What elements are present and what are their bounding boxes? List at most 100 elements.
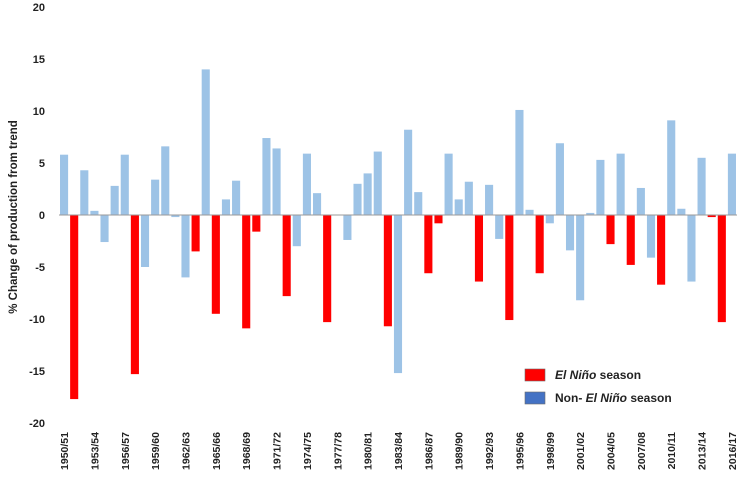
y-tick-label: -20 bbox=[29, 418, 45, 430]
bar-non-el-nino bbox=[201, 69, 210, 216]
bar-non-el-nino bbox=[151, 179, 160, 215]
bar-non-el-nino bbox=[576, 215, 585, 301]
bar-non-el-nino bbox=[353, 183, 362, 215]
bar-non-el-nino bbox=[495, 215, 504, 239]
bar-non-el-nino bbox=[120, 154, 129, 215]
bar-non-el-nino bbox=[414, 192, 423, 215]
x-tick-label: 1992/93 bbox=[484, 432, 496, 470]
x-tick-label: 2013/14 bbox=[697, 432, 709, 470]
bar-el-nino bbox=[282, 215, 291, 297]
bar-non-el-nino bbox=[485, 184, 494, 215]
bar-non-el-nino bbox=[221, 199, 231, 215]
bar-el-nino bbox=[606, 215, 615, 245]
bar-non-el-nino bbox=[363, 173, 372, 215]
legend-label-non-el-nino: Non- El Niño season bbox=[555, 391, 672, 405]
bar-non-el-nino bbox=[90, 210, 99, 215]
bar-non-el-nino bbox=[687, 215, 696, 282]
bar-el-nino bbox=[474, 215, 484, 282]
bar-non-el-nino bbox=[565, 215, 575, 251]
x-tick-label: 1974/75 bbox=[302, 432, 314, 470]
bar-el-nino bbox=[505, 215, 514, 321]
bar-non-el-nino bbox=[100, 215, 109, 243]
bar-el-nino bbox=[424, 215, 433, 274]
bar-el-nino bbox=[191, 215, 200, 252]
bar-non-el-nino bbox=[232, 180, 241, 215]
x-tick-label: 2001/02 bbox=[575, 432, 587, 470]
bar-non-el-nino bbox=[292, 215, 301, 247]
bar-non-el-nino bbox=[677, 208, 686, 215]
x-axis-ticks: 1950/51 1953/54 1956/57 1959/60 1962/63 1965/… bbox=[59, 432, 739, 470]
legend-label-el-nino: El Niño season bbox=[555, 368, 641, 382]
x-tick-label: 1980/81 bbox=[363, 432, 375, 470]
bar-el-nino bbox=[252, 215, 261, 232]
x-tick-label: 1953/54 bbox=[89, 432, 101, 470]
x-tick-label: 1968/69 bbox=[241, 432, 253, 470]
y-tick-label: 0 bbox=[39, 210, 45, 222]
x-tick-label: 1983/84 bbox=[393, 432, 405, 470]
x-tick-label: 1962/63 bbox=[181, 432, 193, 470]
bar-non-el-nino bbox=[555, 143, 564, 215]
bar-non-el-nino bbox=[161, 146, 170, 215]
y-tick-label: -10 bbox=[29, 314, 45, 326]
x-tick-label: 1950/51 bbox=[59, 432, 71, 470]
y-tick-label: 10 bbox=[33, 106, 45, 118]
bar-non-el-nino bbox=[586, 212, 595, 215]
bar-non-el-nino bbox=[393, 215, 403, 374]
bar-non-el-nino bbox=[302, 153, 311, 215]
legend-swatch-non-el-nino bbox=[524, 391, 546, 405]
x-tick-label: 1986/87 bbox=[423, 432, 435, 470]
bar-non-el-nino bbox=[667, 120, 676, 215]
x-tick-label: 1956/57 bbox=[120, 432, 132, 470]
y-tick-label: 15 bbox=[33, 54, 45, 66]
bar-non-el-nino bbox=[140, 215, 150, 267]
bar-non-el-nino bbox=[727, 153, 736, 215]
bar-non-el-nino bbox=[515, 109, 524, 215]
bar-non-el-nino bbox=[313, 193, 322, 215]
x-tick-label: 2016/17 bbox=[727, 432, 739, 470]
bar-non-el-nino bbox=[444, 153, 453, 215]
y-tick-label: -15 bbox=[29, 366, 45, 378]
x-tick-label: 1971/72 bbox=[272, 432, 284, 470]
bar-el-nino bbox=[707, 215, 716, 218]
x-tick-label: 1998/99 bbox=[545, 432, 557, 470]
x-tick-label: 1977/78 bbox=[332, 432, 344, 470]
bar-el-nino bbox=[717, 215, 726, 323]
bar-non-el-nino bbox=[616, 153, 625, 215]
bar-non-el-nino bbox=[525, 209, 534, 215]
bar-non-el-nino bbox=[454, 199, 463, 215]
bar-non-el-nino bbox=[80, 170, 89, 215]
bar-el-nino bbox=[70, 215, 79, 400]
bar-el-nino bbox=[434, 215, 443, 224]
bar-non-el-nino bbox=[464, 181, 473, 215]
y-tick-label: -5 bbox=[35, 262, 45, 274]
bars bbox=[60, 69, 736, 400]
x-tick-label: 1965/66 bbox=[211, 432, 223, 470]
bar-non-el-nino bbox=[646, 215, 656, 258]
bar-non-el-nino bbox=[545, 215, 554, 224]
y-axis-label: % Change of production from trend bbox=[8, 120, 20, 314]
bar-non-el-nino bbox=[171, 215, 180, 218]
bar-el-nino bbox=[323, 215, 332, 323]
bar-el-nino bbox=[535, 215, 544, 274]
bar-non-el-nino bbox=[272, 148, 281, 215]
bar-non-el-nino bbox=[596, 159, 605, 215]
bar-el-nino bbox=[626, 215, 635, 265]
bar-el-nino bbox=[242, 215, 251, 329]
bar-el-nino bbox=[657, 215, 666, 285]
bar-non-el-nino bbox=[404, 129, 413, 215]
x-tick-label: 2010/11 bbox=[666, 432, 678, 470]
bar-non-el-nino bbox=[262, 138, 271, 215]
bar-non-el-nino bbox=[343, 215, 352, 240]
bar-non-el-nino bbox=[636, 187, 645, 215]
bar-el-nino bbox=[211, 215, 220, 314]
x-tick-label: 1995/96 bbox=[514, 432, 526, 470]
y-tick-label: 20 bbox=[33, 2, 45, 14]
legend-swatch-el-nino bbox=[524, 368, 546, 382]
x-tick-label: 2004/05 bbox=[606, 432, 618, 470]
bar-el-nino bbox=[130, 215, 139, 375]
bar-non-el-nino bbox=[181, 215, 190, 278]
bar-el-nino bbox=[383, 215, 392, 327]
x-tick-label: 1989/90 bbox=[454, 432, 466, 470]
bar-non-el-nino bbox=[60, 154, 69, 215]
